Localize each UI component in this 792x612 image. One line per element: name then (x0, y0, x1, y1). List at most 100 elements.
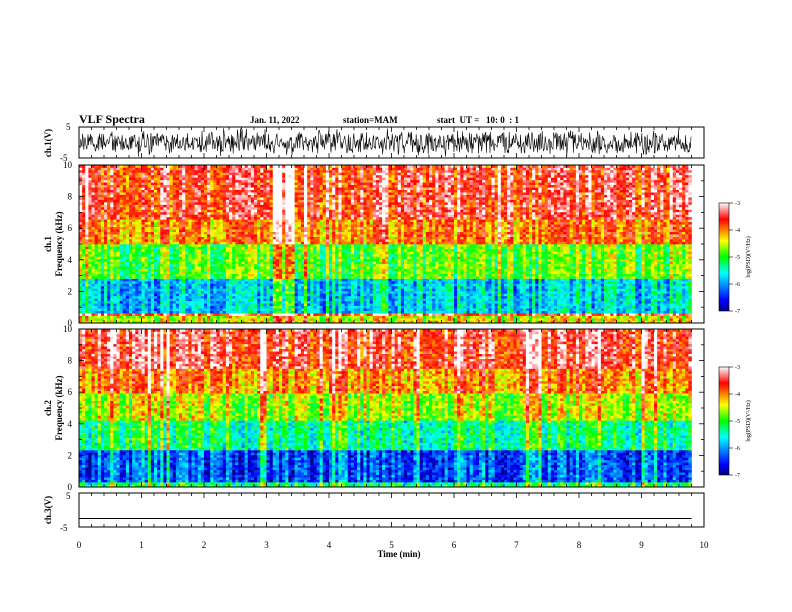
spectrogram-cell (517, 311, 520, 314)
spectrogram-cell (576, 293, 579, 296)
spectrogram-cell (326, 313, 329, 316)
spectrogram-cell (482, 266, 485, 269)
spectrogram-cell (585, 261, 588, 264)
spectrogram-cell (513, 308, 516, 311)
spectrogram-cell (579, 276, 582, 279)
spectrogram-cell (438, 288, 441, 291)
spectrogram-cell (617, 303, 620, 306)
spectrogram-cell (648, 311, 651, 314)
spectrogram-cell (263, 308, 266, 311)
spectrogram-cell (351, 288, 354, 291)
spectrogram-cell (626, 271, 629, 274)
spectrogram-cell (685, 291, 688, 294)
spectrogram-cell (488, 264, 491, 267)
spectrogram-cell (251, 298, 254, 301)
spectrogram-cell (285, 271, 288, 274)
spectrogram-cell (151, 288, 154, 291)
spectrogram-cell (413, 279, 416, 282)
spectrogram-cell (663, 276, 666, 279)
spectrogram-cell (635, 306, 638, 309)
spectrogram-cell (504, 316, 507, 319)
spectrogram-cell (107, 274, 110, 277)
spectrogram-cell (529, 264, 532, 267)
spectrogram-cell (563, 266, 566, 269)
spectrogram-cell (467, 284, 470, 287)
spectrogram-cell (126, 303, 129, 306)
spectrogram-cell (220, 306, 223, 309)
spectrogram-cell (526, 293, 529, 296)
spectrogram-cell (242, 291, 245, 294)
spectrogram-cell (426, 266, 429, 269)
spectrogram-cell (482, 276, 485, 279)
spectrogram-cell (195, 281, 198, 284)
spectrogram-cell (292, 318, 295, 321)
spectrogram-cell (79, 308, 82, 311)
spectrogram-cell (226, 311, 229, 314)
spectrogram-cell (501, 271, 504, 274)
spectrogram-cell (207, 291, 210, 294)
spectrogram-cell (126, 313, 129, 316)
spectrogram-cell (154, 271, 157, 274)
spectrogram-cell (426, 284, 429, 287)
spectrogram-cell (332, 264, 335, 267)
spectrogram-cell (457, 301, 460, 304)
spectrogram-cell (588, 276, 591, 279)
spectrogram-cell (370, 303, 373, 306)
spectrogram-cell (238, 266, 241, 269)
spectrogram-cell (254, 261, 257, 264)
spectrogram-cell (479, 284, 482, 287)
spectrogram-cell (495, 316, 498, 319)
spectrogram-cell (592, 316, 595, 319)
spectrogram-cell (379, 306, 382, 309)
spectrogram-cell (157, 291, 160, 294)
spectrogram-cell (254, 301, 257, 304)
spectrogram-cell (120, 298, 123, 301)
spectrogram-cell (195, 288, 198, 291)
spectrogram-cell (263, 291, 266, 294)
spectrogram-cell (598, 261, 601, 264)
spectrogram-cell (673, 296, 676, 299)
spectrogram-cell (388, 288, 391, 291)
spectrogram-cell (220, 269, 223, 272)
spectrogram-cell (523, 318, 526, 321)
spectrogram-cell (520, 276, 523, 279)
spectrogram-cell (145, 269, 148, 272)
spectrogram-cell (120, 313, 123, 316)
spectrogram-cell (242, 288, 245, 291)
spectrogram-cell (642, 288, 645, 291)
spectrogram-cell (288, 296, 291, 299)
spectrogram-cell (163, 264, 166, 267)
spectrogram-cell (95, 261, 98, 264)
spectrogram-cell (426, 291, 429, 294)
spectrogram-cell (448, 266, 451, 269)
spectrogram-cell (632, 279, 635, 282)
spectrogram-cell (679, 303, 682, 306)
spectrogram-cell (623, 318, 626, 321)
spectrogram-cell (613, 279, 616, 282)
spectrogram-cell (304, 316, 307, 319)
spectrogram-cell (410, 313, 413, 316)
spectrogram-cell (451, 284, 454, 287)
spectrogram-cell (551, 306, 554, 309)
spectrogram-cell (510, 276, 513, 279)
spectrogram-cell (257, 271, 260, 274)
spectrogram-cell (423, 293, 426, 296)
spectrogram-cell (198, 306, 201, 309)
spectrogram-cell (651, 271, 654, 274)
spectrogram-cell (454, 288, 457, 291)
spectrogram-cell (510, 279, 513, 282)
spectrogram-cell (351, 261, 354, 264)
spectrogram-cell (660, 298, 663, 301)
spectrogram-cell (301, 271, 304, 274)
spectrogram-cell (485, 274, 488, 277)
spectrogram-cell (573, 286, 576, 289)
spectrogram-cell (682, 293, 685, 296)
spectrogram-cell (445, 279, 448, 282)
spectrogram-cell (645, 271, 648, 274)
spectrogram-cell (210, 279, 213, 282)
spectrogram-cell (532, 284, 535, 287)
spectrogram-cell (526, 288, 529, 291)
spectrogram-cell (226, 274, 229, 277)
spectrogram-cell (345, 316, 348, 319)
spectrogram-cell (207, 276, 210, 279)
